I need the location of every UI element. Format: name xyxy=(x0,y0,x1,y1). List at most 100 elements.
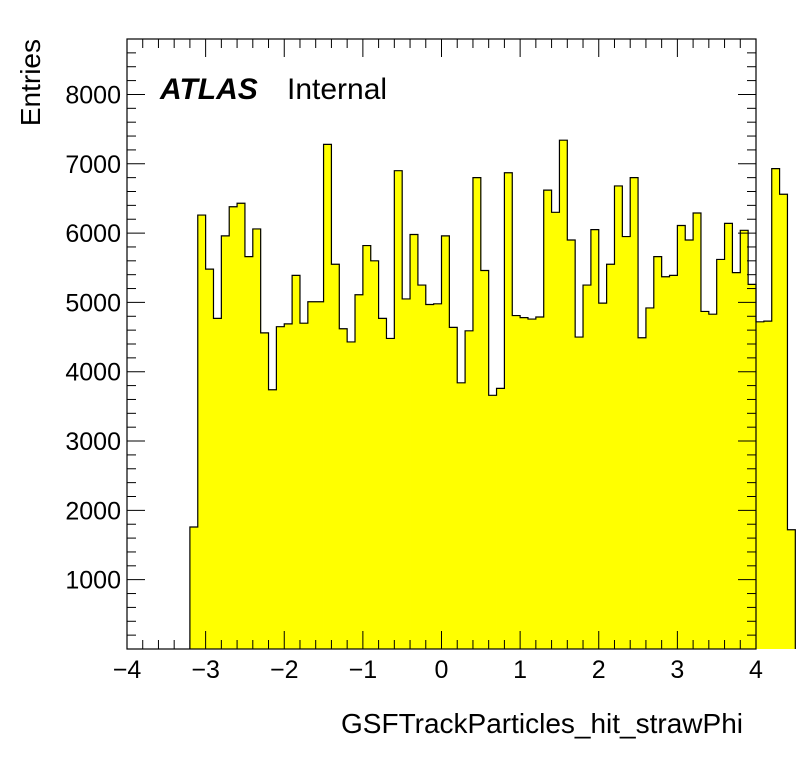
histogram-bin xyxy=(504,172,513,649)
histogram-bin xyxy=(520,317,529,649)
histogram-bin xyxy=(543,190,552,649)
histogram-bin xyxy=(693,212,702,649)
histogram-bin xyxy=(378,318,387,649)
histogram-bin xyxy=(645,307,655,649)
histogram-bin xyxy=(583,285,592,649)
histogram-bin xyxy=(638,337,647,649)
histogram-bin xyxy=(417,285,427,649)
x-axis-title: GSFTrackParticles_hit_strawPhi xyxy=(341,708,743,739)
histogram-bin xyxy=(771,168,780,649)
y-tick-label: 2000 xyxy=(65,497,121,525)
x-tick-label: 1 xyxy=(513,656,527,684)
histogram-bin xyxy=(488,395,497,649)
histogram-bin xyxy=(355,294,364,649)
histogram-bin xyxy=(606,264,615,649)
x-tick-label: 4 xyxy=(749,656,763,684)
x-tick-label: −3 xyxy=(191,656,220,684)
histogram-bin xyxy=(575,337,584,649)
x-tick-label: 3 xyxy=(670,656,684,684)
plot-frame xyxy=(126,38,757,650)
histogram-bin xyxy=(213,318,222,649)
histogram-bin xyxy=(653,256,663,649)
histogram-bin xyxy=(276,326,285,649)
y-tick-label: 7000 xyxy=(65,151,121,179)
histogram-bin xyxy=(205,269,214,649)
histogram-bin xyxy=(763,321,773,649)
histogram-bin xyxy=(268,389,277,649)
histogram-bin xyxy=(685,240,694,650)
y-axis-title: Entries xyxy=(15,39,46,126)
histogram-bin xyxy=(197,215,207,649)
histogram-bin xyxy=(614,185,623,650)
histogram-bin xyxy=(189,527,199,649)
y-tick-label: 5000 xyxy=(65,289,121,317)
histogram-bin xyxy=(732,272,741,649)
histogram-bin xyxy=(551,212,560,649)
histogram-bin xyxy=(307,301,317,649)
y-tick-labels: 1000 2000 3000 4000 5000 6000 7000 8000 xyxy=(65,81,121,594)
histogram-bin xyxy=(700,311,710,649)
histogram-bars xyxy=(189,140,796,650)
histogram-bin xyxy=(622,236,631,649)
histogram-bin xyxy=(433,303,442,649)
x-tick-label: 0 xyxy=(435,656,449,684)
y-tick-label: 6000 xyxy=(65,220,121,248)
histogram-bin xyxy=(410,234,419,649)
x-tick-label: −2 xyxy=(270,656,299,684)
histogram-bin xyxy=(756,321,765,649)
histogram-bin xyxy=(229,206,238,649)
histogram-bin xyxy=(292,275,301,649)
histogram-bin xyxy=(323,144,332,649)
histogram-bin xyxy=(260,332,269,649)
y-tick-label: 1000 xyxy=(65,567,121,595)
histogram-bin xyxy=(370,260,379,649)
y-tick-label: 4000 xyxy=(65,359,121,387)
histogram-bin xyxy=(284,323,293,649)
histogram-bin xyxy=(527,319,537,649)
histogram-bin xyxy=(315,301,324,649)
histogram-bin xyxy=(244,256,254,649)
histogram-bin xyxy=(449,327,458,649)
histogram-bin xyxy=(677,225,686,649)
histogram-bin xyxy=(252,228,262,649)
histogram-bin xyxy=(630,177,639,650)
histogram-bin xyxy=(669,275,678,649)
y-tick-label: 8000 xyxy=(65,81,121,109)
histogram-bin xyxy=(221,235,230,649)
histogram-bin xyxy=(480,270,490,649)
histogram-bin xyxy=(457,382,466,649)
histogram-bin xyxy=(567,240,576,650)
x-tick-label: 2 xyxy=(592,656,606,684)
histogram-bin xyxy=(347,341,356,649)
histogram-bin xyxy=(386,338,395,649)
x-tick-label: −1 xyxy=(349,656,378,684)
y-tick-label: 3000 xyxy=(65,428,121,456)
histogram-bin xyxy=(724,223,733,650)
internal-label: Internal xyxy=(287,73,387,106)
histogram-bin xyxy=(748,284,757,649)
histogram-bin xyxy=(559,140,568,650)
histogram-bin xyxy=(299,323,309,649)
histogram-bin xyxy=(496,388,505,649)
histogram-bin xyxy=(465,330,474,649)
histogram-bin xyxy=(362,245,372,649)
x-tick-label: −4 xyxy=(113,656,142,684)
histogram-bin xyxy=(598,303,608,649)
histogram-bin xyxy=(740,230,749,649)
axis-ticks xyxy=(126,38,757,650)
histogram-bin xyxy=(331,264,340,649)
atlas-label: ATLAS xyxy=(159,73,258,106)
histogram-bin xyxy=(787,529,796,649)
histogram-bin xyxy=(779,194,788,650)
histogram-bin xyxy=(472,177,482,650)
histogram-bin xyxy=(441,235,450,649)
histogram-bin xyxy=(339,328,348,649)
x-tick-labels: −4 −3 −2 −1 0 1 2 3 4 xyxy=(113,656,763,684)
histogram-outline xyxy=(189,139,796,649)
histogram-bin xyxy=(394,170,403,650)
histogram-bin xyxy=(716,259,725,649)
histogram-bin xyxy=(535,316,545,649)
histogram-bin xyxy=(237,203,246,649)
histogram-bin xyxy=(512,315,521,649)
histogram-bin xyxy=(402,298,411,649)
